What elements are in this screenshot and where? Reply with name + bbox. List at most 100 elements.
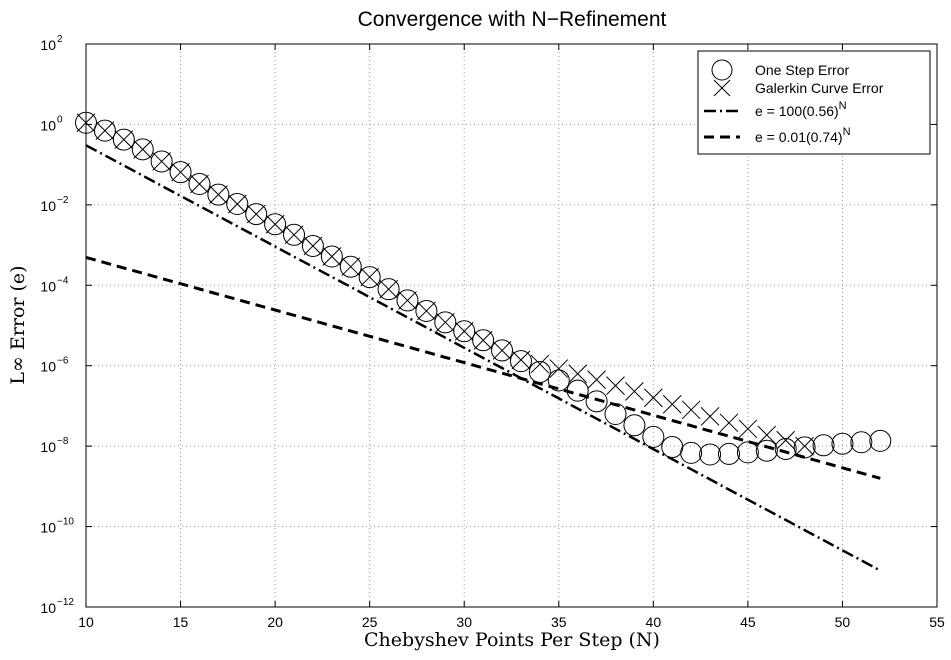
one-step-error-marker [736,441,759,464]
cross-stroke [587,370,606,390]
y-tick-label: 10 [40,117,56,133]
one-step-error-marker [869,429,892,452]
galerkin-error-marker [473,330,493,350]
y-tick-exponent: 0 [57,114,63,125]
galerkin-error-marker [152,152,171,171]
one-step-error-marker [264,213,287,236]
galerkin-error-marker [265,214,285,234]
galerkin-error-marker [360,267,380,287]
y-tick-label: 10 [40,600,56,616]
cross-stroke [284,225,304,245]
cross-stroke [76,113,96,133]
legend: One Step Error Galerkin Curve Error e = 10… [697,50,931,155]
cross-stroke [322,247,342,266]
cross-stroke [398,291,417,310]
cross-stroke [795,436,814,456]
one-step-error-marker [358,266,381,289]
galerkin-error-marker [625,382,644,401]
galerkin-error-marker [606,376,625,395]
x-tick-label: 45 [740,614,756,630]
one-step-error-marker [301,234,324,257]
cross-stroke [190,174,209,194]
galerkin-error-marker [643,388,663,408]
cross-stroke [171,162,190,182]
y-tick-label: 10 [40,37,56,53]
one-step-error-marker [623,414,646,437]
legend-entry-label: One Step Error [755,62,849,78]
y-tick-label: 10 [40,278,56,294]
one-step-error-marker [793,436,816,459]
x-axis-ticks: 10 15 20 25 30 35 40 45 50 55 [78,44,945,630]
one-step-error-marker [642,425,665,448]
one-step-error-marker [604,402,627,425]
galerkin-error-marker [568,364,588,384]
y-tick-label: 10 [40,359,56,375]
y-tick-exponent: 2 [57,34,63,45]
one-step-error-marker [339,255,362,278]
y-tick-exponent: −6 [57,356,69,367]
x-tick-label: 30 [456,614,472,630]
one-step-error-marker [755,439,778,462]
x-tick-label: 55 [929,614,945,630]
x-axis-label: Chebyshev Points Per Step (N) [364,629,660,651]
one-step-error-marker [415,299,438,322]
galerkin-error-marker [549,359,569,378]
galerkin-error-marker [795,436,814,456]
galerkin-error-marker [209,185,228,204]
cross-stroke [473,330,493,350]
cross-stroke [95,121,115,141]
one-step-error-marker [131,138,154,161]
y-tick-exponent: −10 [57,517,74,528]
legend-circle-symbol [711,59,733,81]
cross-stroke [625,382,644,401]
galerkin-error-marker [776,430,796,450]
one-step-error-marker [245,203,268,226]
galerkin-error-marker [227,194,247,214]
galerkin-error-marker [76,113,96,133]
one-step-error-marker [680,441,703,464]
one-step-error-marker [396,289,419,312]
x-tick-label: 20 [267,614,283,630]
galerkin-error-marker [171,162,190,182]
x-tick-label: 10 [78,614,94,630]
chart-title: Convergence with N−Refinement [358,8,667,31]
cross-stroke [681,400,701,420]
legend-cross-symbol [713,79,731,97]
galerkin-error-marker [341,257,361,277]
cross-stroke [435,312,455,332]
legend-entry-label: e = 0.01(0.74)N [755,126,851,145]
galerkin-error-marker [681,400,701,420]
cross-stroke [246,204,266,224]
y-axis-label: L∞ Error (e) [7,265,29,384]
y-tick-exponent: −4 [57,275,69,286]
cross-stroke [549,359,569,378]
galerkin-error-marker [530,354,550,374]
y-tick-exponent: −12 [57,597,74,608]
cross-stroke [568,364,588,384]
plot-area-frame [85,43,938,608]
cross-stroke [341,257,361,277]
cross-stroke [776,430,796,450]
cross-stroke [265,214,285,234]
one-step-error-marker [283,223,306,246]
cross-stroke [379,279,398,299]
x-tick-label: 35 [551,614,567,630]
cross-stroke [719,413,739,433]
y-tick-label: 10 [40,520,56,536]
one-step-error-marker [774,437,797,460]
y-tick-exponent: −2 [57,195,69,206]
x-tick-label: 25 [362,614,378,630]
y-tick-label: 10 [40,439,56,455]
cross-stroke [738,419,758,439]
cross-stroke [152,152,171,171]
cross-stroke [492,341,512,360]
galerkin-error-marker [738,419,758,439]
cross-stroke [700,407,720,426]
cross-stroke [417,301,436,321]
cross-stroke [530,354,550,374]
cross-stroke [757,425,777,445]
one-step-error-marker [320,245,343,268]
galerkin-error-marker [700,407,720,426]
y-tick-label: 10 [40,198,56,214]
cross-stroke [114,130,134,149]
